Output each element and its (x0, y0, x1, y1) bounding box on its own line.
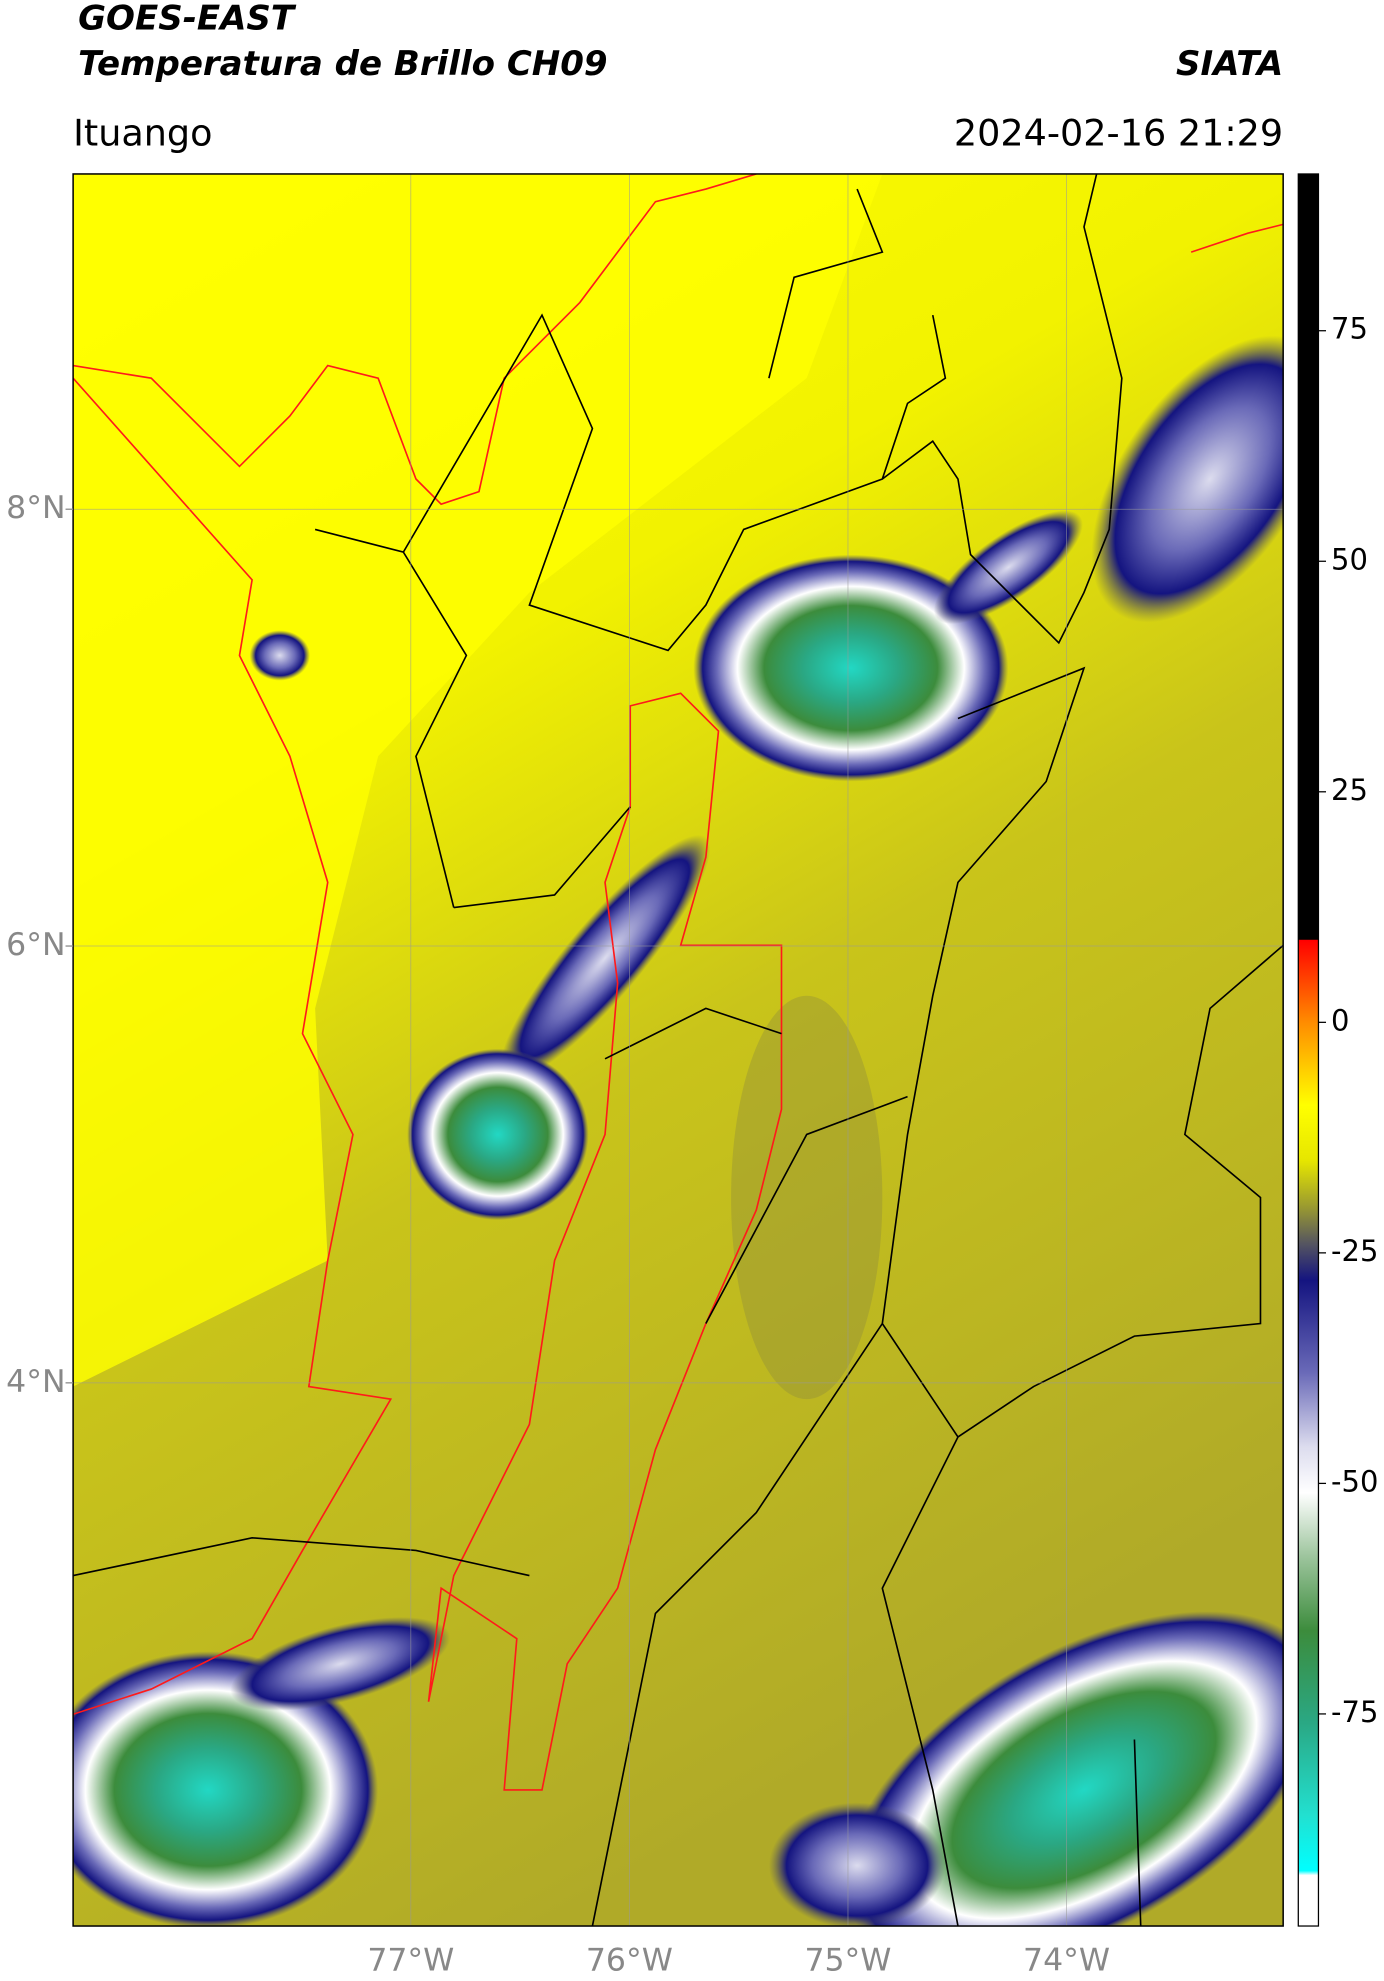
colorbar-tick-label: 0 (1331, 1003, 1349, 1037)
subtitle: Temperatura de Brillo CH09 (78, 44, 607, 84)
lon-tick-label: 77°W (367, 1942, 454, 1978)
cloud (230, 1616, 451, 1711)
lat-tick-label: 8°N (6, 490, 65, 526)
department-border (427, 692, 783, 1791)
cloud (693, 554, 1009, 782)
colorbar-tick-label: -25 (1331, 1234, 1378, 1268)
agency: SIATA (1176, 44, 1283, 84)
colorbar-tick-label: 75 (1331, 312, 1368, 346)
colorbar-tick-label: -75 (1331, 1695, 1378, 1729)
cloud (407, 1048, 589, 1221)
lon-tick-label: 75°W (804, 1942, 891, 1978)
political-borders (73, 173, 1284, 1927)
colorbar-tick-label: 25 (1331, 773, 1368, 807)
lon-tick-label: 76°W (586, 1942, 673, 1978)
cloud (768, 1802, 946, 1927)
datetime: 2024-02-16 21:29 (954, 111, 1283, 154)
cloud (1091, 335, 1284, 623)
cloud (499, 834, 711, 1082)
cloud (933, 510, 1083, 625)
lat-tick-label: 6°N (6, 927, 65, 963)
location: Ituango (73, 111, 212, 154)
map-frame (72, 173, 1284, 1927)
map-imagery (73, 173, 1284, 1927)
bright-region (73, 173, 883, 1387)
cloud (844, 1611, 1284, 1927)
colorbar-tick-label: -50 (1331, 1464, 1378, 1498)
lon-tick-label: 74°W (1023, 1942, 1110, 1978)
lat-tick-label: 4°N (6, 1364, 65, 1400)
colorbar (1297, 173, 1320, 1927)
cool-region (731, 995, 883, 1400)
cloud (249, 630, 311, 681)
colorbar-tick-label: 50 (1331, 542, 1368, 576)
graticule (73, 173, 1284, 1927)
coastline (73, 173, 1284, 1716)
cloud (73, 1651, 379, 1927)
title: GOES-EAST (78, 0, 297, 39)
